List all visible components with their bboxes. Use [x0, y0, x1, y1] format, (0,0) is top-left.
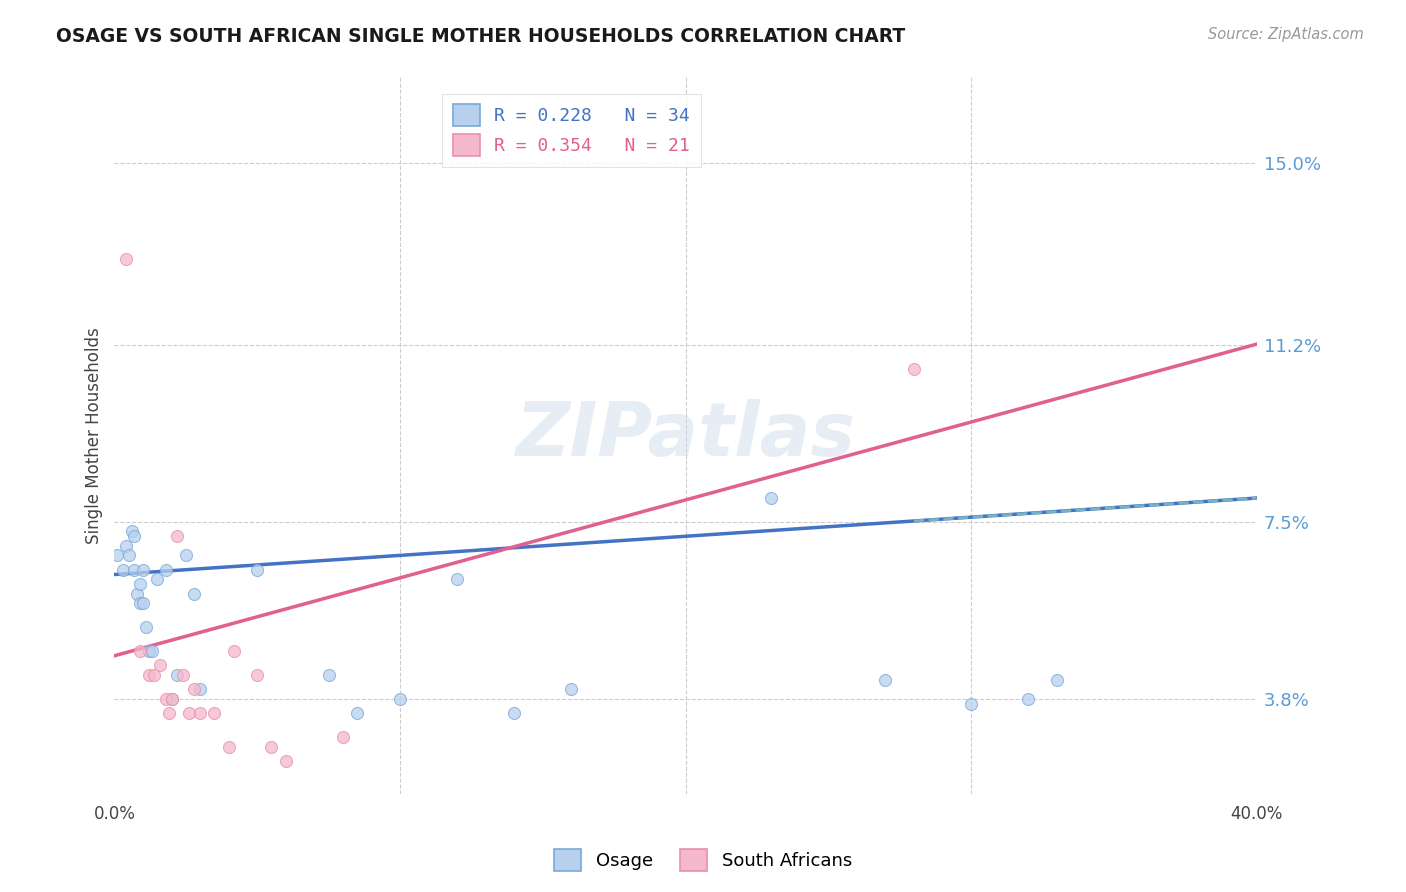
Point: [132, 596, 155, 610]
Point: [141, 644, 163, 658]
Point: [346, 706, 368, 720]
Point: [1017, 691, 1039, 706]
Y-axis label: Single Mother Households: Single Mother Households: [86, 327, 103, 544]
Point: [114, 252, 136, 266]
Point: [111, 563, 134, 577]
Point: [160, 691, 183, 706]
Point: [114, 539, 136, 553]
Point: [149, 658, 172, 673]
Point: [218, 739, 240, 754]
Point: [875, 673, 897, 687]
Point: [174, 549, 197, 563]
Point: [172, 668, 194, 682]
Point: [177, 706, 200, 720]
Point: [318, 668, 340, 682]
Point: [160, 691, 183, 706]
Point: [446, 572, 468, 586]
Point: [332, 730, 354, 744]
Point: [146, 572, 169, 586]
Point: [143, 668, 166, 682]
Point: [183, 682, 205, 697]
Text: OSAGE VS SOUTH AFRICAN SINGLE MOTHER HOUSEHOLDS CORRELATION CHART: OSAGE VS SOUTH AFRICAN SINGLE MOTHER HOU…: [56, 27, 905, 45]
Point: [135, 620, 157, 634]
Point: [503, 706, 526, 720]
Point: [118, 549, 141, 563]
Point: [157, 706, 180, 720]
Point: [188, 706, 211, 720]
Point: [188, 682, 211, 697]
Point: [129, 644, 152, 658]
Point: [224, 644, 246, 658]
Legend: R = 0.228   N = 34, R = 0.354   N = 21: R = 0.228 N = 34, R = 0.354 N = 21: [441, 94, 700, 167]
Point: [260, 739, 283, 754]
Point: [246, 563, 269, 577]
Point: [155, 691, 177, 706]
Point: [166, 668, 188, 682]
Point: [560, 682, 582, 697]
Point: [246, 668, 269, 682]
Point: [960, 697, 983, 711]
Point: [121, 524, 143, 539]
Point: [903, 362, 925, 376]
Point: [124, 563, 146, 577]
Point: [166, 529, 188, 543]
Point: [1046, 673, 1069, 687]
Point: [138, 644, 160, 658]
Point: [183, 587, 205, 601]
Legend: Osage, South Africans: Osage, South Africans: [547, 842, 859, 879]
Point: [138, 668, 160, 682]
Point: [759, 491, 782, 505]
Point: [105, 549, 128, 563]
Point: [124, 529, 146, 543]
Point: [155, 563, 177, 577]
Point: [202, 706, 225, 720]
Point: [132, 563, 155, 577]
Point: [129, 577, 152, 591]
Point: [274, 754, 297, 768]
Text: ZIPatlas: ZIPatlas: [516, 400, 855, 473]
Point: [388, 691, 411, 706]
Point: [129, 596, 152, 610]
Point: [127, 587, 149, 601]
Text: Source: ZipAtlas.com: Source: ZipAtlas.com: [1208, 27, 1364, 42]
